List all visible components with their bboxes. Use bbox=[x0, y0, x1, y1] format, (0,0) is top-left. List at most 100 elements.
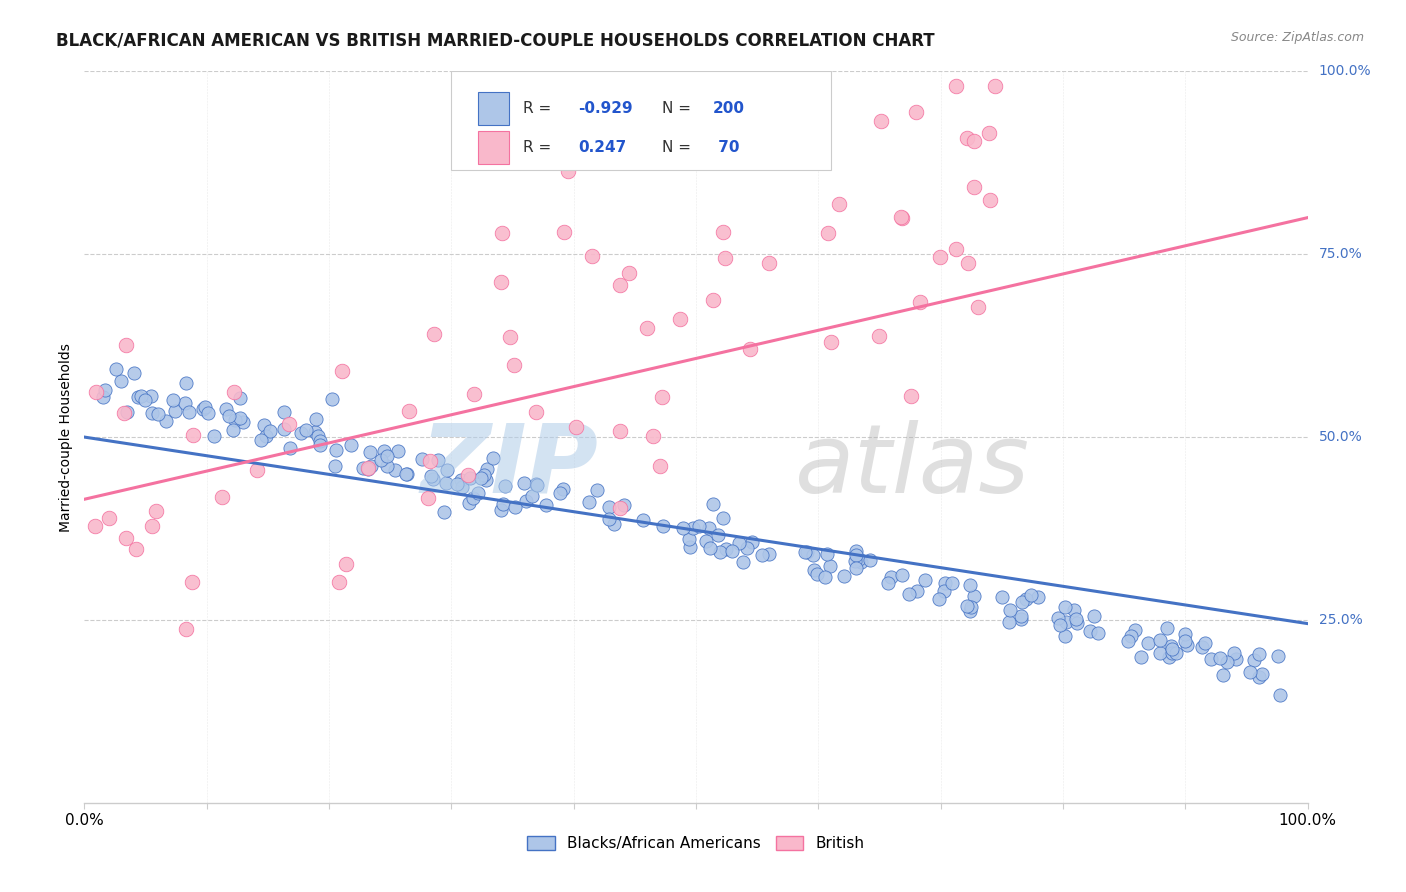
Point bbox=[820, 334, 842, 349]
Point bbox=[309, 434, 332, 449]
Point bbox=[375, 459, 398, 474]
Point bbox=[450, 473, 472, 487]
Point bbox=[436, 463, 458, 477]
Point bbox=[1247, 647, 1270, 661]
Text: 50.0%: 50.0% bbox=[1319, 430, 1362, 444]
Point bbox=[134, 393, 156, 408]
Point bbox=[470, 470, 492, 484]
Text: ZIP: ZIP bbox=[420, 420, 598, 513]
Point bbox=[467, 485, 489, 500]
Point bbox=[733, 554, 755, 568]
Point bbox=[1118, 633, 1140, 648]
Point bbox=[503, 500, 526, 514]
Point bbox=[194, 401, 217, 415]
Point bbox=[1121, 629, 1143, 643]
Point bbox=[503, 358, 526, 372]
Point bbox=[728, 536, 751, 550]
Point bbox=[411, 452, 433, 467]
Point bbox=[491, 226, 513, 240]
Point bbox=[1049, 618, 1071, 632]
Point bbox=[651, 519, 673, 533]
Point bbox=[636, 321, 658, 335]
Point bbox=[758, 548, 780, 562]
Point bbox=[557, 163, 579, 178]
Point bbox=[702, 497, 724, 511]
Text: N =: N = bbox=[662, 101, 696, 116]
Point bbox=[905, 584, 928, 599]
Point bbox=[246, 463, 269, 477]
Point bbox=[707, 528, 730, 542]
Point bbox=[328, 574, 350, 589]
Point bbox=[934, 575, 956, 590]
Point bbox=[373, 443, 395, 458]
Point bbox=[125, 542, 148, 557]
Text: N =: N = bbox=[662, 140, 696, 155]
Point bbox=[714, 252, 737, 266]
Point bbox=[914, 573, 936, 587]
Point bbox=[997, 615, 1019, 629]
Point bbox=[181, 574, 204, 589]
Point bbox=[253, 418, 276, 433]
Point bbox=[446, 477, 468, 491]
Point bbox=[868, 328, 890, 343]
Point bbox=[720, 544, 742, 558]
Point bbox=[1267, 649, 1289, 664]
Point bbox=[463, 387, 485, 401]
Point bbox=[832, 569, 855, 583]
Point bbox=[960, 599, 983, 614]
Point bbox=[278, 417, 301, 432]
Point bbox=[711, 511, 734, 525]
Point bbox=[1015, 591, 1038, 606]
Point bbox=[423, 326, 446, 341]
Point bbox=[174, 395, 197, 409]
Point bbox=[83, 518, 105, 533]
Point bbox=[578, 495, 600, 509]
Point bbox=[1249, 670, 1271, 684]
Point bbox=[222, 384, 245, 399]
Point bbox=[112, 406, 135, 420]
Point bbox=[941, 576, 963, 591]
Point bbox=[458, 471, 481, 485]
Point bbox=[1010, 609, 1032, 624]
Point bbox=[1194, 635, 1216, 649]
FancyBboxPatch shape bbox=[478, 92, 509, 125]
Point bbox=[581, 249, 603, 263]
Point bbox=[609, 424, 631, 438]
Point bbox=[141, 519, 163, 533]
Point bbox=[908, 294, 931, 309]
Point bbox=[818, 558, 841, 573]
Point bbox=[929, 250, 952, 264]
Point bbox=[273, 404, 295, 418]
Point bbox=[609, 500, 631, 515]
Point bbox=[998, 603, 1021, 617]
Point bbox=[963, 179, 986, 194]
Point bbox=[215, 402, 238, 417]
Point bbox=[1063, 603, 1085, 617]
Point bbox=[945, 242, 967, 256]
Point bbox=[1159, 650, 1181, 665]
Text: 25.0%: 25.0% bbox=[1319, 613, 1362, 627]
Point bbox=[793, 544, 815, 558]
Point bbox=[370, 453, 392, 467]
Point bbox=[598, 500, 620, 515]
Point bbox=[398, 404, 420, 418]
Point bbox=[1175, 638, 1198, 652]
Point bbox=[1161, 642, 1184, 657]
Point bbox=[273, 421, 295, 435]
Point bbox=[176, 622, 198, 636]
Point bbox=[418, 491, 440, 505]
Point bbox=[1021, 588, 1043, 602]
Point bbox=[221, 423, 243, 437]
Point bbox=[183, 428, 205, 442]
Point bbox=[1212, 668, 1234, 682]
Point bbox=[619, 266, 641, 280]
Point bbox=[603, 517, 626, 532]
Point bbox=[419, 454, 441, 468]
Point bbox=[991, 590, 1014, 604]
Point bbox=[817, 226, 839, 240]
Point bbox=[711, 225, 734, 239]
Point bbox=[294, 423, 316, 437]
Point bbox=[678, 532, 700, 546]
Point bbox=[984, 78, 1007, 93]
Point bbox=[97, 511, 120, 525]
